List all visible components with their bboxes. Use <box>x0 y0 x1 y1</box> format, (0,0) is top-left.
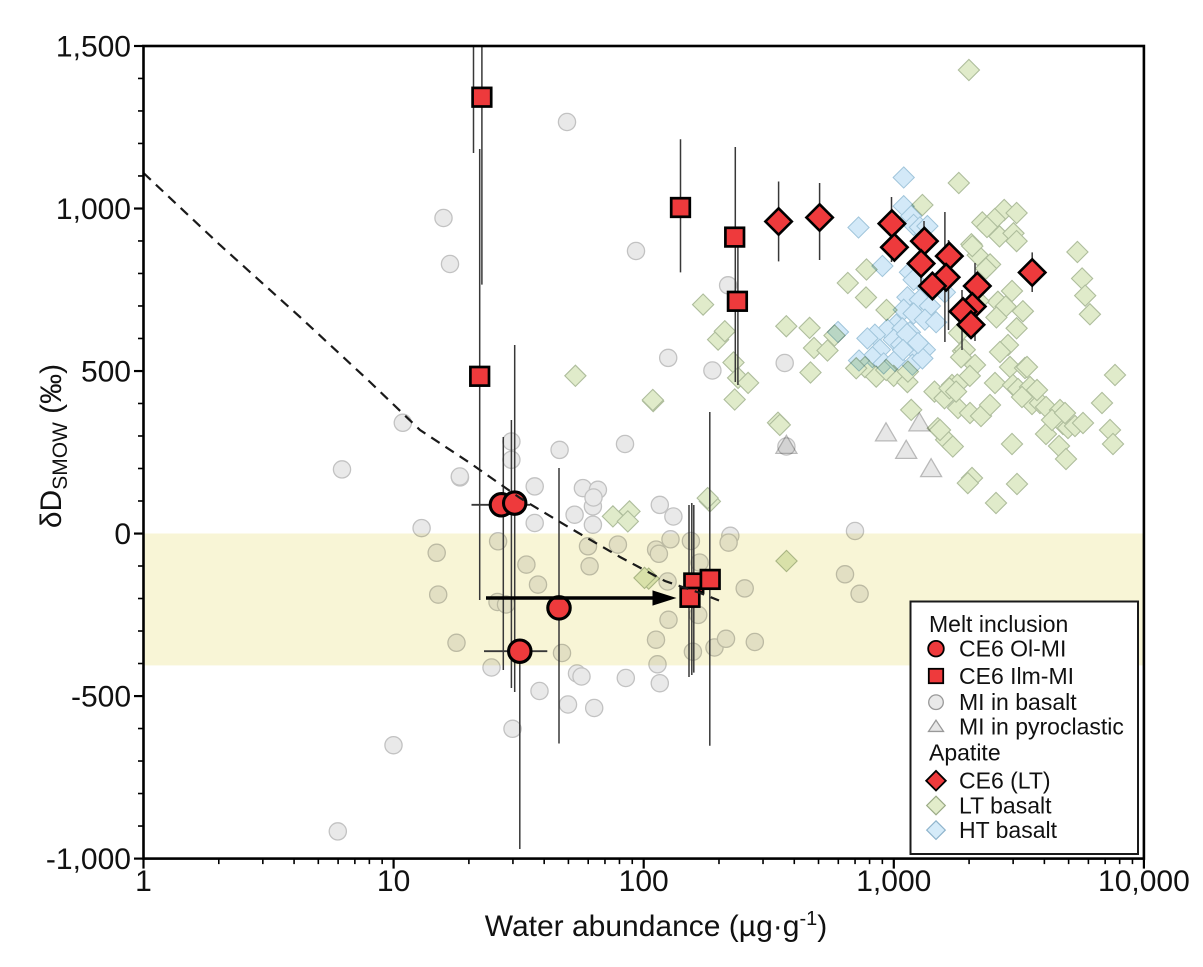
svg-text:1,000: 1,000 <box>56 193 131 226</box>
svg-text:100: 100 <box>619 865 669 898</box>
svg-text:CE6 Ol-MI: CE6 Ol-MI <box>959 636 1066 662</box>
svg-text:0: 0 <box>114 518 131 551</box>
svg-text:-1,000: -1,000 <box>46 843 131 876</box>
svg-text:MI in pyroclastic: MI in pyroclastic <box>959 714 1124 740</box>
svg-text:δDSMOW (‰): δDSMOW (‰) <box>35 364 72 528</box>
svg-text:LT basalt: LT basalt <box>959 793 1052 819</box>
svg-text:500: 500 <box>81 356 131 389</box>
svg-text:1,000: 1,000 <box>856 865 931 898</box>
svg-text:Water abundance (µg·g-1): Water abundance (µg·g-1) <box>485 908 827 943</box>
svg-text:CE6 Ilm-MI: CE6 Ilm-MI <box>959 663 1074 689</box>
svg-text:Apatite: Apatite <box>929 739 1001 765</box>
svg-text:10,000: 10,000 <box>1098 865 1190 898</box>
svg-text:Melt inclusion: Melt inclusion <box>929 611 1068 637</box>
svg-text:1: 1 <box>135 865 152 898</box>
svg-text:CE6 (LT): CE6 (LT) <box>959 768 1051 794</box>
svg-text:HT basalt: HT basalt <box>959 817 1058 843</box>
svg-text:MI in basalt: MI in basalt <box>959 689 1077 715</box>
svg-text:1,500: 1,500 <box>56 31 131 64</box>
svg-text:-500: -500 <box>71 681 131 714</box>
svg-text:10: 10 <box>377 865 410 898</box>
